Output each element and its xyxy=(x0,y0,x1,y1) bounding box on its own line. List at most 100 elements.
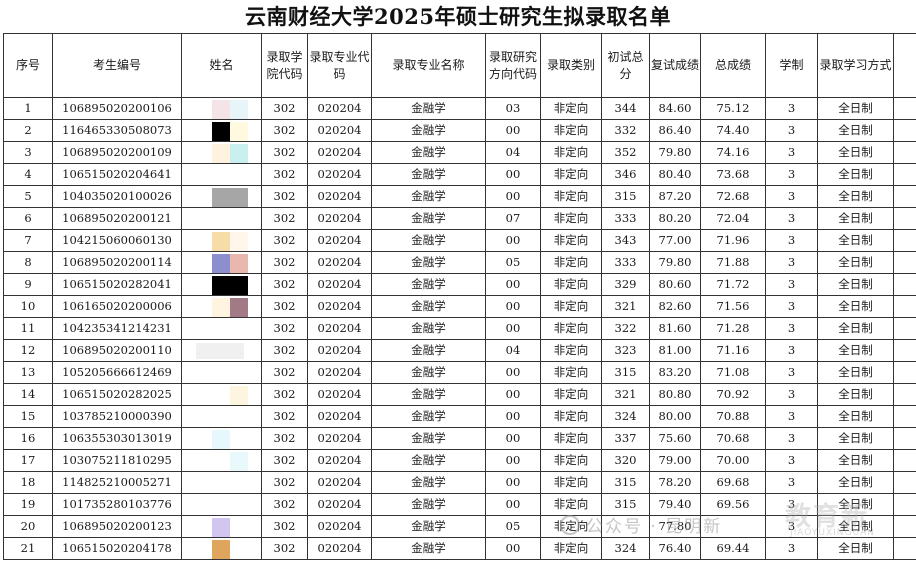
cell-study-mode: 全日制 xyxy=(817,207,894,230)
cell-name xyxy=(181,361,262,384)
cell-index: 18 xyxy=(3,471,53,494)
cell-category: 非定向 xyxy=(540,361,602,384)
redaction-mask xyxy=(212,474,230,493)
cell-major-name: 金融学 xyxy=(371,317,486,340)
cell-major-code: 020204 xyxy=(307,163,372,186)
cell-exam-id: 106515020282025 xyxy=(52,383,182,406)
redaction-mask xyxy=(230,254,248,273)
cell-category: 非定向 xyxy=(540,251,602,274)
cell-duration: 3 xyxy=(765,207,818,230)
cell-total-score: 71.96 xyxy=(700,229,766,252)
cell-major-code: 020204 xyxy=(307,361,372,384)
cell-exam-id: 106895020200121 xyxy=(52,207,182,230)
cell-study-mode: 全日制 xyxy=(817,295,894,318)
col-header-initial-score: 初试总分 xyxy=(601,33,650,98)
cell-extra xyxy=(893,97,916,120)
redaction-mask xyxy=(212,298,230,317)
cell-extra xyxy=(893,141,916,164)
cell-duration: 3 xyxy=(765,537,818,560)
cell-extra xyxy=(893,295,916,318)
cell-exam-id: 106895020200123 xyxy=(52,515,182,538)
table-row: 5 104035020100026 302 020204 金融学 00 非定向 315 87.2… xyxy=(3,185,916,208)
cell-study-mode: 全日制 xyxy=(817,405,894,428)
cell-exam-id: 106895020200110 xyxy=(52,339,182,362)
cell-exam-id: 106165020200006 xyxy=(52,295,182,318)
watermark-label: 公众号 · 昆明新 xyxy=(586,517,723,537)
cell-major-code: 020204 xyxy=(307,229,372,252)
cell-initial-score: 333 xyxy=(601,251,650,274)
cell-college-code: 302 xyxy=(261,317,308,340)
redaction-mask xyxy=(230,320,248,339)
redaction-mask xyxy=(212,122,230,141)
cell-direction-code: 00 xyxy=(485,449,541,472)
cell-college-code: 302 xyxy=(261,295,308,318)
cell-name xyxy=(181,515,262,538)
cell-college-code: 302 xyxy=(261,361,308,384)
cell-name xyxy=(181,163,262,186)
cell-study-mode: 全日制 xyxy=(817,537,894,560)
cell-duration: 3 xyxy=(765,163,818,186)
redaction-mask xyxy=(212,386,230,405)
cell-duration: 3 xyxy=(765,427,818,450)
cell-major-code: 020204 xyxy=(307,515,372,538)
redaction-mask xyxy=(230,408,248,427)
cell-direction-code: 00 xyxy=(485,427,541,450)
cell-total-score: 71.16 xyxy=(700,339,766,362)
redaction-mask xyxy=(212,188,230,207)
cell-total-score: 70.92 xyxy=(700,383,766,406)
col-header-duration: 学制 xyxy=(765,33,818,98)
col-header-exam-id: 考生编号 xyxy=(52,33,182,98)
cell-index: 7 xyxy=(3,229,53,252)
cell-study-mode: 全日制 xyxy=(817,383,894,406)
cell-exam-id: 104215060060130 xyxy=(52,229,182,252)
cell-index: 15 xyxy=(3,405,53,428)
cell-major-code: 020204 xyxy=(307,185,372,208)
cell-college-code: 302 xyxy=(261,537,308,560)
cell-initial-score: 352 xyxy=(601,141,650,164)
cell-total-score: 75.12 xyxy=(700,97,766,120)
cell-exam-id: 106895020200109 xyxy=(52,141,182,164)
redaction-mask xyxy=(230,474,248,493)
cell-college-code: 302 xyxy=(261,207,308,230)
cell-exam-id: 106515020282041 xyxy=(52,273,182,296)
cell-extra xyxy=(893,207,916,230)
cell-duration: 3 xyxy=(765,141,818,164)
cell-extra xyxy=(893,119,916,142)
admission-table: 序号 考生编号 姓名 录取学院代码 录取专业代码 录取专业名称 录取研究方向代码… xyxy=(3,33,916,560)
cell-major-code: 020204 xyxy=(307,295,372,318)
cell-major-code: 020204 xyxy=(307,317,372,340)
cell-category: 非定向 xyxy=(540,427,602,450)
cell-study-mode: 全日制 xyxy=(817,229,894,252)
cell-total-score: 71.28 xyxy=(700,317,766,340)
cell-retest-score: 81.00 xyxy=(649,339,701,362)
cell-exam-id: 106515020204641 xyxy=(52,163,182,186)
cell-major-name: 金融学 xyxy=(371,361,486,384)
redaction-mask xyxy=(230,364,248,383)
cell-total-score: 70.68 xyxy=(700,427,766,450)
cell-index: 6 xyxy=(3,207,53,230)
redaction-mask xyxy=(230,100,248,119)
page-title: 云南财经大学2025年硕士研究生拟录取名单 xyxy=(245,4,671,29)
redaction-mask xyxy=(230,144,248,163)
redaction-mask xyxy=(196,343,244,359)
cell-retest-score: 79.80 xyxy=(649,251,701,274)
table-row: 10 106165020200006 302 020204 金融学 00 非定向 321 82.… xyxy=(3,295,916,318)
redaction-mask xyxy=(212,408,230,427)
cell-name xyxy=(181,449,262,472)
cell-index: 21 xyxy=(3,537,53,560)
cell-college-code: 302 xyxy=(261,119,308,142)
cell-college-code: 302 xyxy=(261,427,308,450)
cell-major-code: 020204 xyxy=(307,141,372,164)
cell-category: 非定向 xyxy=(540,405,602,428)
cell-duration: 3 xyxy=(765,229,818,252)
cell-extra xyxy=(893,339,916,362)
cell-college-code: 302 xyxy=(261,163,308,186)
cell-name xyxy=(181,537,262,560)
cell-category: 非定向 xyxy=(540,537,602,560)
redaction-mask xyxy=(212,320,230,339)
cell-exam-id: 106895020200106 xyxy=(52,97,182,120)
cell-index: 13 xyxy=(3,361,53,384)
cell-retest-score: 80.00 xyxy=(649,405,701,428)
redaction-mask xyxy=(230,122,248,141)
cell-initial-score: 322 xyxy=(601,317,650,340)
